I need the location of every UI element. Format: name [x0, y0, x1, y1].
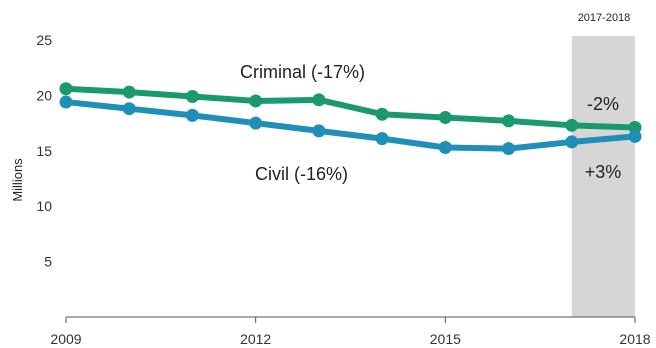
series-lines: [59, 82, 642, 156]
y-axis-label: Millions: [10, 158, 25, 202]
data-point-civil: [185, 108, 199, 122]
data-point-criminal: [185, 90, 199, 104]
criminal-change-label: -2%: [587, 94, 619, 114]
data-point-civil: [628, 129, 642, 143]
data-point-civil: [312, 124, 326, 138]
data-point-criminal: [502, 114, 516, 128]
x-tick-label: 2009: [50, 331, 81, 347]
y-tick-label: 25: [36, 32, 52, 48]
data-point-civil: [249, 116, 263, 130]
x-tick-label: 2012: [240, 331, 271, 347]
series-label-criminal: Criminal (-17%): [240, 62, 365, 82]
data-point-criminal: [565, 118, 579, 132]
data-point-civil: [122, 102, 136, 116]
highlight-band-group: [571, 36, 635, 317]
y-tick-label: 5: [44, 254, 52, 270]
axes: 5 10 15 20 25 2009 2012 2015 2018: [36, 32, 650, 347]
data-point-civil: [502, 142, 516, 156]
data-point-civil: [375, 132, 389, 146]
y-tick-label: 15: [36, 143, 52, 159]
data-point-civil: [438, 140, 452, 154]
data-point-criminal: [122, 85, 136, 99]
series-label-civil: Civil (-16%): [255, 164, 348, 184]
data-point-criminal: [438, 111, 452, 125]
highlight-band: [571, 36, 635, 317]
data-point-civil: [59, 95, 73, 109]
data-point-criminal: [59, 82, 73, 96]
highlight-label: 2017-2018: [578, 12, 631, 24]
y-tick-label: 10: [36, 198, 52, 214]
data-point-criminal: [375, 107, 389, 121]
data-point-criminal: [312, 93, 326, 107]
x-tick-label: 2018: [619, 331, 650, 347]
series-line-criminal: [63, 85, 638, 131]
data-point-criminal: [249, 94, 263, 108]
data-point-civil: [565, 135, 579, 149]
series-line-civil: [63, 99, 638, 152]
x-tick-label: 2015: [430, 331, 461, 347]
civil-change-label: +3%: [585, 162, 622, 182]
y-tick-label: 20: [36, 87, 52, 103]
